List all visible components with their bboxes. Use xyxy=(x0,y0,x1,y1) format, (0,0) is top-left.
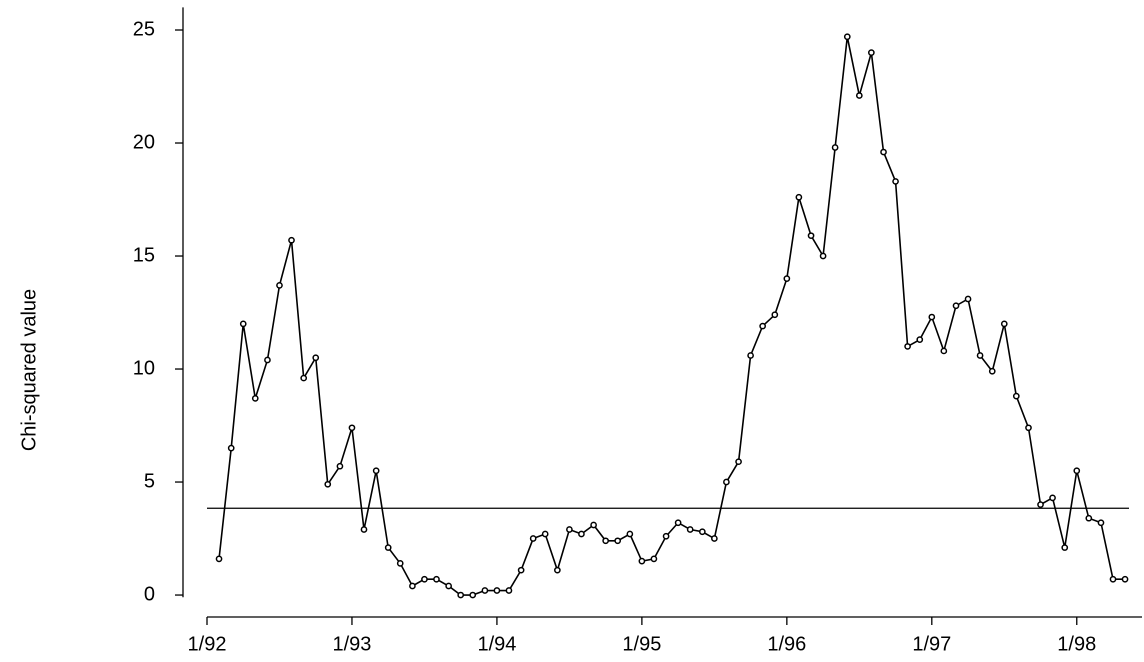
data-point xyxy=(469,591,477,599)
data-point xyxy=(759,322,766,330)
data-point xyxy=(336,462,344,470)
data-point xyxy=(771,311,779,319)
data-point xyxy=(940,347,948,355)
data-point xyxy=(481,587,489,594)
data-point xyxy=(747,352,754,359)
data-point xyxy=(554,566,561,574)
data-point xyxy=(590,521,597,529)
y-tick-label: 10 xyxy=(133,357,155,379)
data-point xyxy=(348,424,356,432)
data-point xyxy=(952,302,960,310)
data-point xyxy=(541,530,549,538)
data-point xyxy=(227,444,235,452)
data-point xyxy=(831,144,839,151)
data-point xyxy=(360,526,368,533)
data-point xyxy=(445,582,453,590)
data-point xyxy=(578,530,585,538)
data-point xyxy=(312,354,320,362)
data-point xyxy=(1037,501,1044,508)
data-point xyxy=(1097,519,1105,527)
data-point xyxy=(807,232,815,240)
y-tick-label: 15 xyxy=(133,244,155,266)
x-tick-label: 1/96 xyxy=(767,633,806,655)
data-point xyxy=(674,519,682,527)
data-point xyxy=(735,458,742,466)
data-point xyxy=(324,480,332,488)
data-point xyxy=(517,566,525,574)
data-point xyxy=(711,535,718,542)
data-point xyxy=(723,478,730,486)
data-point xyxy=(638,557,646,565)
data-point xyxy=(819,252,827,260)
data-point xyxy=(251,395,259,402)
y-tick-label: 0 xyxy=(144,583,155,605)
data-point xyxy=(904,343,911,350)
data-point xyxy=(843,33,851,41)
data-point xyxy=(421,575,428,583)
data-line xyxy=(218,36,1126,596)
data-point xyxy=(396,560,404,567)
data-point xyxy=(1073,467,1081,475)
y-tick-label: 25 xyxy=(133,18,155,40)
data-point xyxy=(433,575,440,583)
data-point xyxy=(650,555,658,563)
data-point xyxy=(976,352,984,359)
data-point xyxy=(892,178,899,185)
data-point xyxy=(457,591,465,599)
data-point xyxy=(239,320,247,328)
data-point xyxy=(264,356,271,364)
data-point xyxy=(964,295,972,303)
data-point xyxy=(795,193,803,201)
data-point xyxy=(566,526,573,533)
data-point xyxy=(1025,424,1032,432)
data-point xyxy=(626,530,634,538)
data-point xyxy=(1085,514,1093,522)
y-tick-label: 5 xyxy=(144,470,155,492)
x-tick-label: 1/98 xyxy=(1057,633,1096,655)
data-point xyxy=(614,537,622,545)
data-point xyxy=(928,313,936,321)
data-point xyxy=(783,275,791,282)
data-point xyxy=(1121,575,1129,583)
data-point xyxy=(602,537,609,545)
x-tick-label: 1/95 xyxy=(622,633,661,655)
data-point xyxy=(1000,320,1008,328)
data-point xyxy=(276,282,283,289)
data-point xyxy=(409,582,416,590)
x-tick-label: 1/93 xyxy=(332,633,371,655)
data-point xyxy=(698,528,706,536)
data-point xyxy=(868,49,875,56)
data-point xyxy=(662,532,670,540)
x-tick-label: 1/94 xyxy=(477,633,516,655)
y-axis-label: Chi-squared value xyxy=(18,289,40,451)
data-point xyxy=(1061,544,1069,551)
data-point xyxy=(288,236,295,244)
data-point xyxy=(505,587,513,594)
data-point xyxy=(300,374,308,382)
data-point xyxy=(686,526,694,533)
data-point xyxy=(988,367,996,375)
data-point xyxy=(529,535,537,542)
data-point xyxy=(1049,494,1056,502)
x-tick-label: 1/92 xyxy=(188,633,227,655)
data-point xyxy=(372,467,380,475)
data-point xyxy=(916,336,924,343)
data-point xyxy=(880,148,887,156)
data-point xyxy=(384,544,392,551)
data-point xyxy=(855,92,863,99)
data-point xyxy=(215,555,223,563)
x-tick-label: 1/97 xyxy=(912,633,951,655)
y-tick-label: 20 xyxy=(133,131,155,153)
data-point xyxy=(1012,392,1020,400)
data-point xyxy=(1109,575,1117,583)
data-point xyxy=(493,587,501,594)
